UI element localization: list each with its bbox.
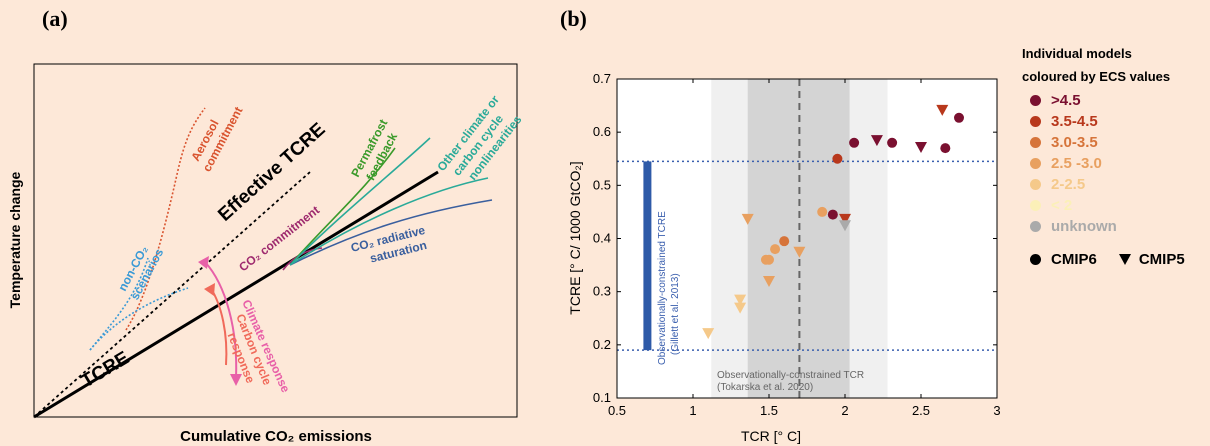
cmip6-marker-icon [1030,254,1041,265]
legend-item-1: 3.5-4.5 [1022,111,1210,132]
legend-cmip6: CMIP6 [1051,251,1097,268]
legend-label: unknown [1051,218,1117,235]
legend-label: 3.0-3.5 [1051,134,1098,151]
legend-title-1: Individual models [1022,46,1132,61]
climate-response-arrowhead-bottom [230,374,242,386]
x-tick-label: 1 [689,403,696,418]
cmip5-point [793,246,806,258]
y-tick-label: 0.4 [593,231,611,246]
legend-label: < 2 [1051,197,1073,214]
chart-ylabel: TCRE [° C/ 1000 GtCO₂] [567,161,583,314]
aerosol-curve [125,107,206,331]
cmip6-point [817,206,828,217]
tcr-obs-label-2: (Tokarska et al. 2020) [717,382,813,393]
legend-item-0: >4.5 [1022,90,1210,111]
legend-label: 3.5-4.5 [1051,113,1098,130]
cmip6-point [827,209,838,220]
effective-tcre-line [33,171,311,418]
legend-item-4: 2-2.5 [1022,174,1210,195]
x-tick-label: 1.5 [760,403,778,418]
legend-item-5: < 2 [1022,195,1210,216]
nonco2-curve-1 [89,257,149,351]
climate-response-arrowhead-top [198,256,209,269]
cmip6-point [832,153,843,164]
panel-a-frame [33,63,518,418]
nonco2-curve-2 [89,287,189,351]
panel-a-label: (a) [42,6,68,31]
y-tick-label: 0.2 [593,337,611,352]
cmip6-point [779,236,790,247]
y-tick-label: 0.3 [593,284,611,299]
legend-item-3: 2.5 -3.0 [1022,153,1210,174]
panel-a-xlabel: Cumulative CO₂ emissions [180,428,372,445]
y-tick-label: 0.1 [593,390,611,405]
tcre-line [33,170,439,419]
panel-b-label: (b) [560,6,587,31]
legend-dot-icon [1030,137,1041,148]
cmip5-point [741,213,754,225]
legend-dot-icon [1030,200,1041,211]
tcre-range-bar [643,161,652,351]
legend-dot-icon [1030,116,1041,127]
cmip5-point [839,213,851,225]
carbon-response-arrowhead-top [204,283,215,296]
cmip6-point [849,137,860,148]
x-tick-label: 0.5 [608,403,626,418]
legend-item-6: unknown [1022,216,1210,237]
legend-cmip5: CMIP5 [1138,251,1185,268]
legend-dot-icon [1030,158,1041,169]
y-tick-label: 0.5 [593,177,611,192]
cmip5-point [734,294,747,306]
cmip5-point [702,328,715,340]
panel-a-ylabel: Temperature change [7,171,23,308]
legend-dot-icon [1030,179,1041,190]
x-tick-label: 2.5 [912,403,930,418]
cmip6-point [770,244,781,255]
radiative-saturation-curve [289,199,493,266]
legend-item-2: 3.0-3.5 [1022,132,1210,153]
y-tick-label: 0.7 [593,71,611,86]
legend-dot-icon [1030,95,1041,106]
x-tick-label: 3 [993,403,1000,418]
tcre-obs-label-2: (Gillett et al. 2013) [670,273,681,355]
cmip5-point [915,142,927,154]
chart-xlabel: TCR [° C] [741,428,801,444]
cmip5-point [763,276,775,288]
legend-title-2: coloured by ECS values [1022,69,1171,84]
legend-label: 2.5 -3.0 [1051,155,1102,172]
cmip5-marker-icon [1118,254,1131,265]
cmip5-point [839,220,851,232]
legend-label: 2-2.5 [1051,176,1086,193]
legend-dot-icon [1030,221,1041,232]
cmip6-point [764,254,774,265]
cmip6-point [954,112,964,123]
x-tick-label: 2 [841,403,848,418]
other-curve-2 [289,177,489,266]
cmip5-point [734,302,747,314]
cmip5-point [870,135,883,147]
cmip6-point [887,137,898,148]
chart-legend: Individual models coloured by ECS values… [1022,44,1210,268]
tcre-obs-label-1: Observationally-constrained TCRE [657,211,668,365]
permafrost-curve [289,147,396,266]
other-curve-1 [289,137,431,266]
legend-label: >4.5 [1051,92,1081,109]
cmip5-point [936,104,949,116]
climate-response-arrow [204,261,238,379]
y-tick-label: 0.6 [593,124,611,139]
cmip6-point [940,143,951,154]
tcr-obs-label-1: Observationally-constrained TCR [717,370,864,381]
